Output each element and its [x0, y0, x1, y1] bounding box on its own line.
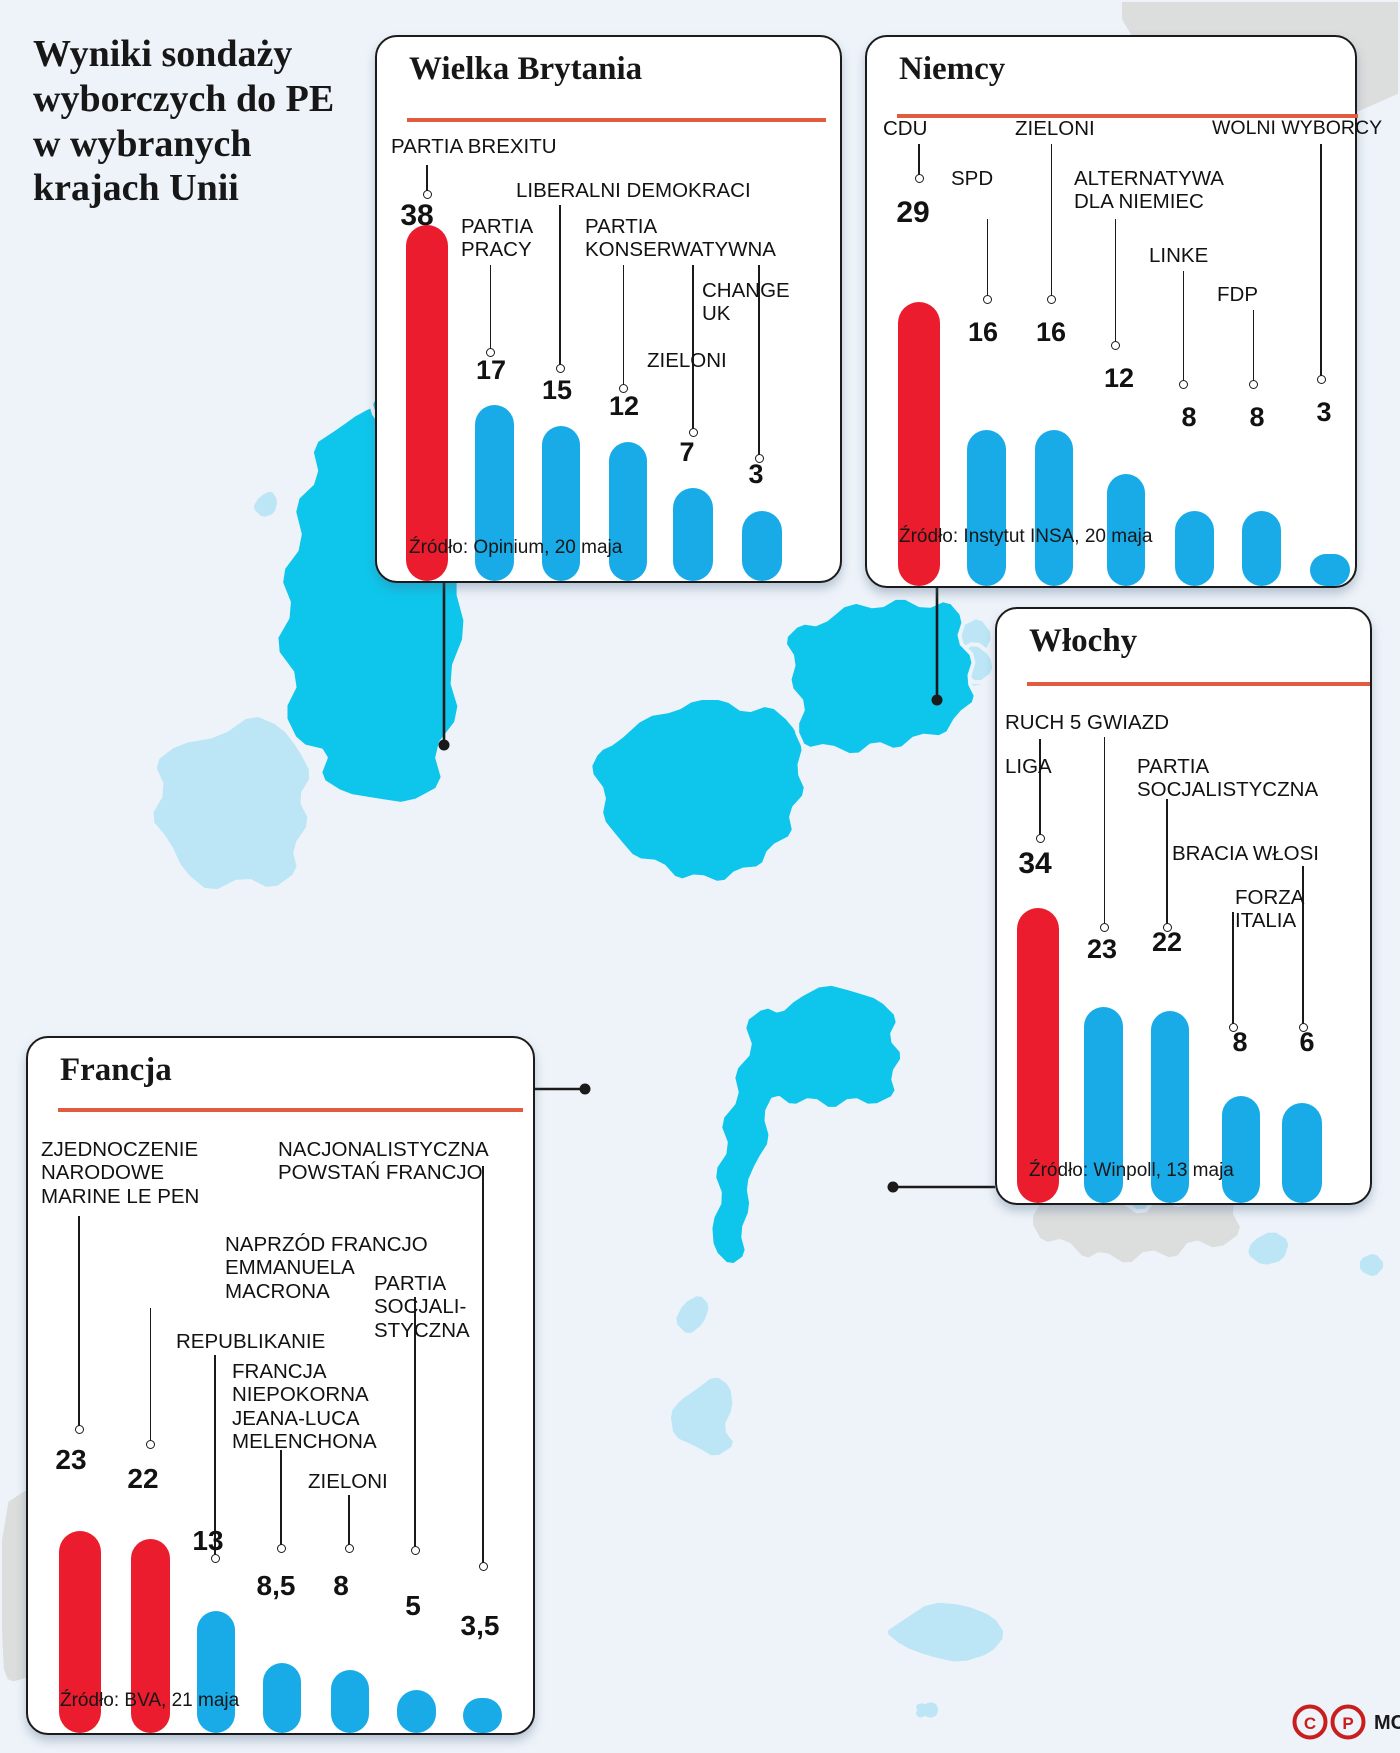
svg-text:C: C: [1304, 1714, 1316, 1733]
svg-text:P: P: [1342, 1714, 1353, 1733]
svg-text:MC: MC: [1374, 1712, 1400, 1734]
